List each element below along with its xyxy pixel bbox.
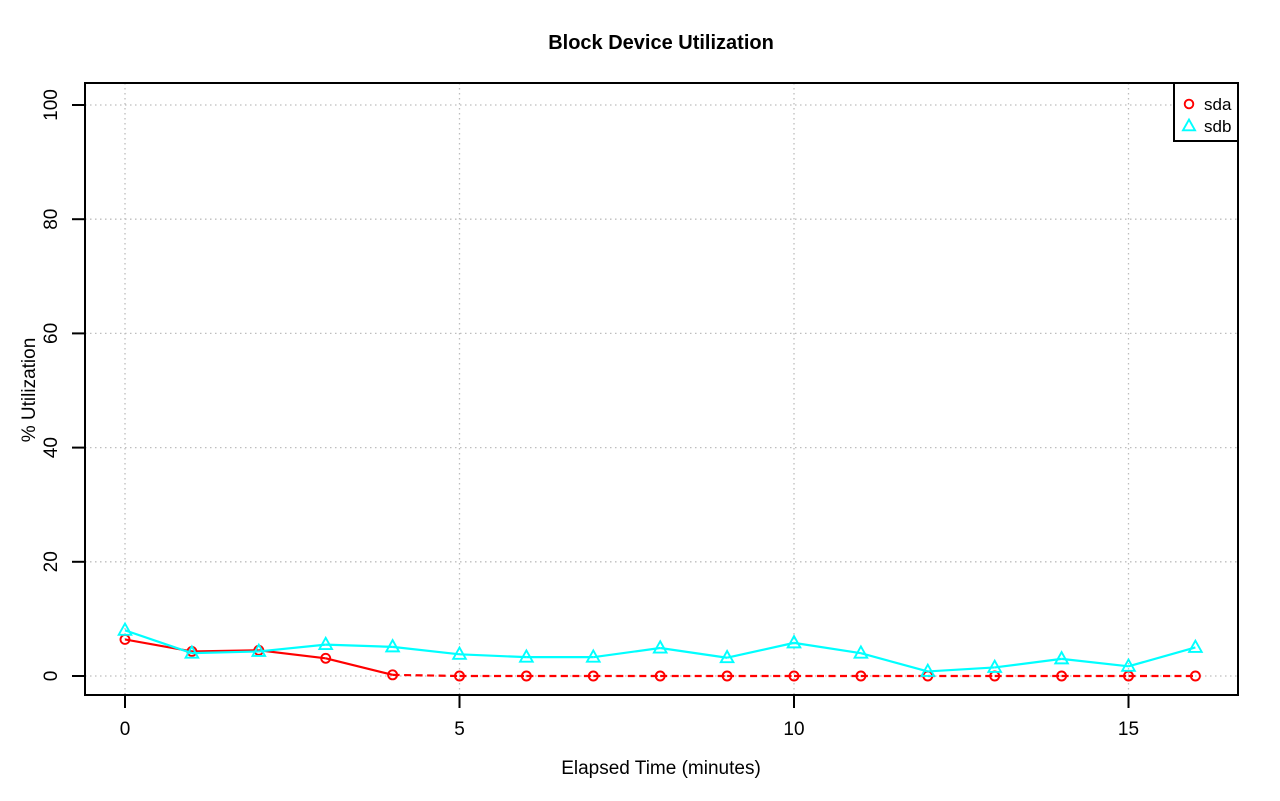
data-point-sdb — [1053, 650, 1070, 665]
legend-label-sdb: sdb — [1204, 117, 1231, 136]
series-sdb-segment — [593, 646, 661, 659]
legend-marker-sdb — [1181, 117, 1197, 132]
series-sdb-segment — [660, 646, 728, 659]
svg-text:5: 5 — [454, 719, 465, 740]
plot-border — [84, 82, 1239, 696]
gridlines — [85, 83, 1238, 695]
data-point-sdb — [585, 648, 602, 663]
data-point-sdb — [317, 635, 334, 651]
series-sdb-segment — [1128, 646, 1196, 668]
x-tick-labels: 0 5 10 15 — [120, 719, 1139, 740]
svg-text:0: 0 — [41, 671, 62, 682]
data-point-sdb — [919, 662, 936, 677]
series-sdb — [117, 621, 1204, 677]
data-point-sda — [654, 670, 666, 682]
svg-text:80: 80 — [41, 209, 62, 230]
series-sdb-segment — [325, 643, 393, 648]
data-point-sdb — [652, 639, 669, 654]
data-point-sdb — [117, 621, 133, 636]
series-sdb-segment — [191, 650, 259, 655]
data-point-sdb — [986, 658, 1003, 673]
data-point-sdb — [384, 638, 401, 653]
data-point-sda — [721, 670, 733, 682]
legend: sda sdb — [1173, 82, 1239, 142]
series-sdb-segment — [927, 666, 995, 673]
data-point-sda — [1056, 670, 1068, 682]
series-sdb-segment — [994, 657, 1062, 669]
axis-ticks — [72, 104, 1130, 708]
data-point-sdb — [1120, 657, 1137, 672]
svg-text:0: 0 — [120, 719, 131, 740]
legend-label-sda: sda — [1204, 95, 1232, 114]
series-sdb-segment — [124, 629, 193, 655]
data-point-sda — [454, 670, 465, 682]
data-point-sdb — [786, 634, 802, 649]
data-point-sda — [520, 670, 532, 682]
data-point-sdb — [719, 649, 736, 664]
data-point-sdb — [852, 644, 869, 659]
series-sda-segment — [191, 649, 259, 653]
svg-text:20: 20 — [41, 551, 62, 572]
legend-marker-sda — [1183, 98, 1195, 110]
data-point-sdb — [451, 645, 468, 660]
data-point-sda — [1189, 670, 1201, 682]
series-sdb-segment — [793, 641, 862, 655]
series-sdb-segment — [726, 641, 795, 659]
legend-box — [1173, 82, 1239, 142]
series-sda-segment — [258, 649, 326, 660]
svg-text:40: 40 — [41, 437, 62, 458]
data-point-sda — [320, 652, 332, 664]
y-tick-labels: 0 20 40 60 80 100 — [41, 89, 62, 681]
series-sdb-segment — [258, 643, 326, 653]
svg-text:15: 15 — [1118, 719, 1139, 740]
x-axis-label: Elapsed Time (minutes) — [561, 758, 761, 779]
svg-text:10: 10 — [783, 719, 804, 740]
series-sdb-segment — [1061, 657, 1129, 668]
data-point-sdb — [518, 648, 535, 663]
series-sdb-segment — [459, 653, 527, 659]
data-point-sda — [855, 670, 867, 682]
svg-text:60: 60 — [41, 323, 62, 344]
series-sda-segment — [325, 657, 393, 676]
data-point-sda — [587, 670, 599, 682]
data-point-sda — [788, 670, 800, 682]
chart-title: Block Device Utilization — [548, 32, 774, 54]
svg-text:100: 100 — [41, 89, 62, 121]
data-point-sdb — [183, 644, 200, 659]
series-sdb-segment — [860, 652, 929, 673]
series-sdb-segment — [392, 645, 460, 656]
data-point-sdb — [250, 642, 267, 657]
data-point-sdb — [1187, 638, 1204, 653]
data-point-sda — [387, 669, 399, 681]
